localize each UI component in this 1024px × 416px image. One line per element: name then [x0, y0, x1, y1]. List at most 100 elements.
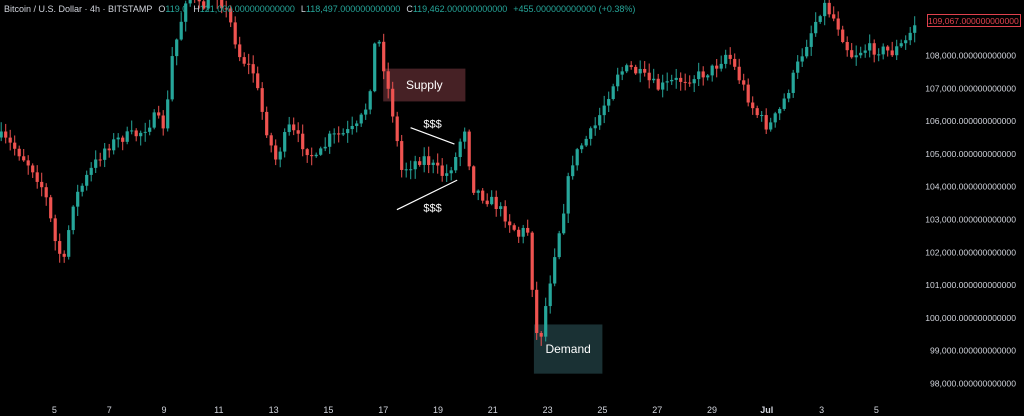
candle-down [157, 112, 161, 116]
candle-down [274, 145, 278, 160]
candle-down [247, 63, 251, 65]
candle-up [346, 129, 350, 134]
candle-down [629, 65, 633, 67]
candle-up [814, 21, 818, 34]
candle-down [251, 64, 255, 74]
candle-up [431, 162, 435, 166]
candle-up [566, 176, 570, 214]
change-value: +455.000000000000 (+0.38%) [513, 4, 636, 14]
candle-up [598, 115, 602, 126]
candle-up [328, 133, 332, 147]
candle-up [368, 91, 372, 110]
open-value: 119,0 [165, 4, 188, 14]
y-tick-label: 102,000.000000000000 [925, 247, 1016, 257]
candle-up [170, 56, 174, 100]
candle-up [787, 92, 791, 99]
candle-up [625, 65, 629, 72]
candle-down [841, 29, 845, 42]
candle-up [458, 141, 462, 157]
candle-down [530, 232, 534, 290]
candle-up [94, 159, 98, 168]
candle-up [103, 148, 107, 160]
candle-up [773, 113, 777, 123]
candle-up [323, 146, 327, 149]
candle-up [404, 169, 408, 171]
close-value: 119,462.000000000000 [412, 4, 508, 14]
candle-down [850, 50, 854, 58]
candle-up [899, 43, 903, 47]
candle-down [683, 81, 687, 83]
candle-up [544, 306, 548, 337]
candle-down [737, 66, 741, 81]
candle-down [845, 41, 849, 51]
candle-up [166, 99, 170, 129]
candle-up [760, 115, 764, 117]
candle-up [670, 79, 674, 82]
candle-down [764, 115, 768, 130]
candle-down [260, 88, 264, 112]
candle-up [778, 108, 782, 114]
candle-down [634, 66, 638, 74]
candle-up [278, 151, 282, 160]
candle-up [584, 138, 588, 146]
candle-up [800, 56, 804, 62]
candle-down [742, 80, 746, 85]
candle-up [67, 230, 71, 257]
candle-down [508, 221, 512, 226]
candle-up [620, 71, 624, 75]
candle-up [562, 213, 566, 234]
candle-up [287, 124, 291, 133]
candle-down [161, 115, 165, 129]
candle-up [283, 132, 287, 152]
candle-down [827, 2, 831, 15]
candle-down [107, 148, 111, 151]
candle-down [890, 50, 894, 56]
candle-up [143, 131, 147, 133]
candle-down [4, 131, 8, 138]
candle-down [400, 141, 404, 170]
last-price-tag: 109,067.000000000000 [927, 14, 1021, 27]
candle-up [575, 149, 579, 166]
candle-up [593, 125, 597, 129]
candle-down [436, 162, 440, 166]
candle-up [706, 75, 710, 78]
y-tick-label: 108,000.000000000000 [925, 51, 1016, 61]
candle-down [238, 44, 242, 58]
candle-down [886, 46, 890, 51]
candle-up [782, 98, 786, 109]
candle-up [692, 79, 696, 84]
candle-down [733, 58, 737, 67]
candle-up [112, 139, 116, 151]
candle-down [233, 22, 237, 45]
candle-down [220, 0, 224, 9]
x-tick-label: 5 [52, 405, 57, 415]
candle-up [476, 190, 480, 193]
candle-down [26, 160, 30, 166]
x-tick-label: 7 [107, 405, 112, 415]
x-tick-label: 17 [378, 405, 388, 415]
y-tick-label: 106,000.000000000000 [925, 116, 1016, 126]
x-tick-label: 15 [323, 405, 333, 415]
x-tick-label: 9 [161, 405, 166, 415]
y-tick-label: 98,000.000000000000 [930, 379, 1016, 389]
candle-down [98, 159, 102, 161]
candle-up [377, 41, 381, 44]
candle-up [553, 257, 557, 284]
candle-up [854, 55, 858, 58]
candle-down [656, 78, 660, 90]
high-value: 121,000.000000000000 [199, 4, 295, 14]
candle-up [409, 169, 413, 171]
candle-up [85, 174, 89, 186]
y-tick-label: 99,000.000000000000 [930, 346, 1016, 356]
candle-down [701, 71, 705, 78]
candle-down [395, 116, 399, 142]
candle-up [895, 46, 899, 56]
x-tick-label: 23 [543, 405, 553, 415]
candle-up [710, 65, 714, 76]
x-tick-label: 5 [874, 405, 879, 415]
candle-up [796, 61, 800, 73]
candle-down [467, 131, 471, 167]
candle-up [188, 0, 192, 4]
candle-up [184, 3, 188, 22]
